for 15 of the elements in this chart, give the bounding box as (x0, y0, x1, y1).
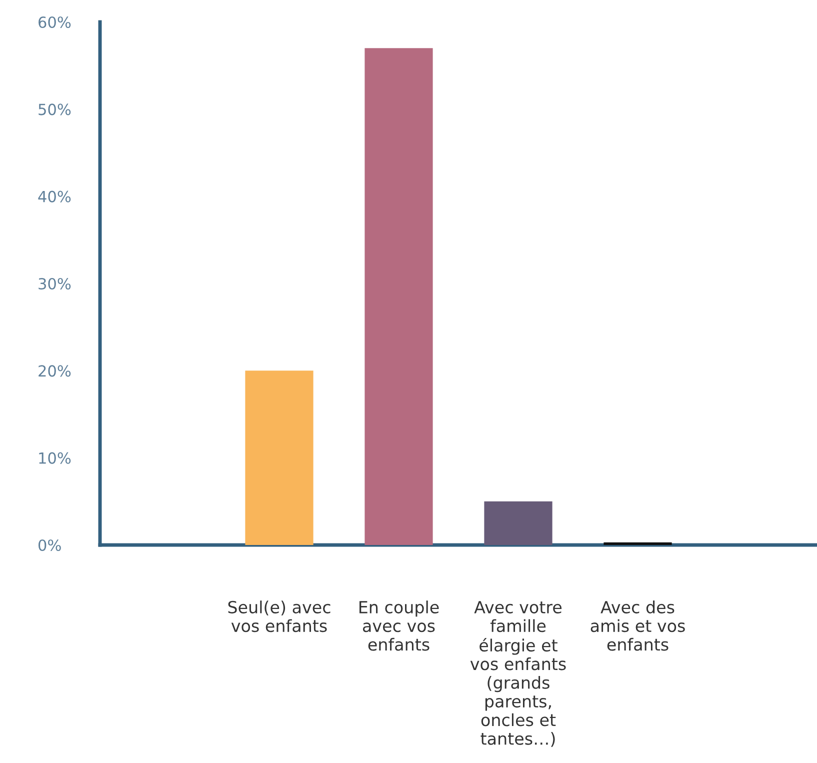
x-tick-label: En couple avec vos enfants (359, 600, 439, 651)
y-tick-label: 60% (38, 16, 71, 28)
x-tick-label: Avec votre famille élargie et vos enfants (grands parents, oncles et tantes…) (470, 601, 566, 747)
bar (484, 501, 552, 545)
y-tick-label: 50% (38, 104, 71, 116)
bar (245, 370, 314, 545)
bar (604, 542, 672, 545)
bar (364, 48, 433, 545)
y-tick-label: 30% (38, 278, 71, 290)
y-tick-label: 0% (38, 539, 61, 552)
y-tick-label: 10% (39, 452, 71, 464)
y-tick-label: 20% (38, 365, 71, 377)
x-tick-label: Avec des amis et vos enfants (590, 600, 685, 651)
x-tick-label: Seul(e) avec vos enfants (228, 600, 330, 632)
y-tick-label: 40% (38, 190, 71, 202)
